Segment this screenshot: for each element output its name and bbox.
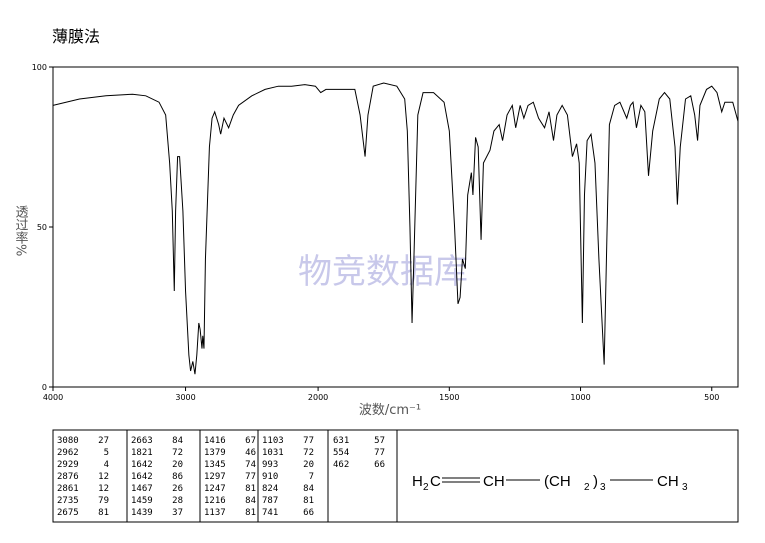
peak-transmittance: 84	[303, 484, 314, 494]
peak-wavenumber: 1416	[204, 436, 226, 446]
peak-transmittance: 66	[303, 508, 314, 518]
peak-transmittance: 72	[172, 448, 183, 458]
peak-transmittance: 7	[309, 472, 314, 482]
formula-part: 3	[682, 482, 688, 493]
peak-wavenumber: 1216	[204, 496, 226, 506]
peak-transmittance: 86	[172, 472, 183, 482]
x-tick-label: 2000	[308, 393, 328, 402]
peak-wavenumber: 1103	[262, 436, 284, 446]
peak-transmittance: 74	[245, 460, 256, 470]
x-tick-label: 1500	[439, 393, 459, 402]
peak-wavenumber: 2929	[57, 460, 79, 470]
y-tick-label: 50	[37, 223, 47, 232]
formula-part: H	[412, 473, 423, 490]
peak-transmittance: 81	[98, 508, 109, 518]
peak-wavenumber: 824	[262, 484, 278, 494]
peak-transmittance: 84	[172, 436, 183, 446]
spectrum-line	[52, 82, 739, 375]
peak-transmittance: 81	[245, 484, 256, 494]
peak-transmittance: 20	[172, 460, 183, 470]
peak-transmittance: 72	[303, 448, 314, 458]
peak-transmittance: 81	[245, 508, 256, 518]
formula-part: CH	[657, 473, 679, 490]
peak-wavenumber: 2876	[57, 472, 79, 482]
peak-wavenumber: 1459	[131, 496, 153, 506]
x-tick-label: 500	[704, 393, 719, 402]
x-label: 波数/cm⁻¹	[359, 403, 421, 418]
peak-transmittance: 5	[104, 448, 109, 458]
peak-wavenumber: 1642	[131, 472, 153, 482]
peak-wavenumber: 1379	[204, 448, 226, 458]
peak-transmittance: 67	[245, 436, 256, 446]
peak-wavenumber: 741	[262, 508, 278, 518]
formula-part: C	[430, 473, 441, 490]
peak-wavenumber: 1137	[204, 508, 226, 518]
peak-wavenumber: 2675	[57, 508, 79, 518]
peak-wavenumber: 1247	[204, 484, 226, 494]
peak-wavenumber: 1297	[204, 472, 226, 482]
peak-transmittance: 37	[172, 508, 183, 518]
peak-wavenumber: 1439	[131, 508, 153, 518]
peak-wavenumber: 1467	[131, 484, 153, 494]
peak-wavenumber: 1031	[262, 448, 284, 458]
formula-part: )	[593, 473, 598, 490]
peak-transmittance: 20	[303, 460, 314, 470]
peak-transmittance: 28	[172, 496, 183, 506]
peak-transmittance: 4	[104, 460, 109, 470]
peak-transmittance: 12	[98, 472, 109, 482]
x-tick-label: 4000	[43, 393, 63, 402]
y-tick-label: 100	[32, 63, 47, 72]
peak-wavenumber: 1345	[204, 460, 226, 470]
peak-wavenumber: 910	[262, 472, 278, 482]
x-tick-label: 1000	[570, 393, 590, 402]
peak-transmittance: 26	[172, 484, 183, 494]
peak-wavenumber: 1821	[131, 448, 153, 458]
table-dividers	[126, 430, 398, 522]
peak-wavenumber: 3080	[57, 436, 79, 446]
peak-wavenumber: 554	[333, 448, 349, 458]
peak-transmittance: 57	[374, 436, 385, 446]
formula-part: 3	[600, 482, 606, 493]
x-tick-label: 3000	[175, 393, 195, 402]
peak-wavenumber: 2962	[57, 448, 79, 458]
peak-wavenumber: 462	[333, 460, 349, 470]
peak-transmittance: 66	[374, 460, 385, 470]
peak-wavenumber: 787	[262, 496, 278, 506]
y-tick-label: 0	[42, 383, 47, 392]
peak-transmittance: 27	[98, 436, 109, 446]
peak-transmittance: 79	[98, 496, 109, 506]
watermark: 物竞数据库	[298, 252, 468, 292]
title: 薄膜法	[52, 27, 100, 46]
peak-transmittance: 12	[98, 484, 109, 494]
peak-wavenumber: 2663	[131, 436, 153, 446]
peak-wavenumber: 631	[333, 436, 349, 446]
formula-part: CH	[483, 473, 505, 490]
y-label: 透过率%	[13, 205, 29, 256]
formula: H 2 C CH (CH 2 ) 3 CH 3	[412, 473, 688, 493]
peak-wavenumber: 993	[262, 460, 278, 470]
table-frame	[52, 429, 739, 523]
peak-transmittance: 77	[245, 472, 256, 482]
formula-part: 2	[423, 482, 429, 493]
peak-transmittance: 46	[245, 448, 256, 458]
formula-part: (CH	[544, 473, 571, 490]
peak-wavenumber: 2861	[57, 484, 79, 494]
peak-transmittance: 77	[374, 448, 385, 458]
peak-transmittance: 77	[303, 436, 314, 446]
peak-wavenumber: 1642	[131, 460, 153, 470]
peak-transmittance: 84	[245, 496, 256, 506]
peak-wavenumber: 2735	[57, 496, 79, 506]
plot-frame	[52, 66, 739, 388]
formula-part: 2	[584, 482, 590, 493]
peak-transmittance: 81	[303, 496, 314, 506]
